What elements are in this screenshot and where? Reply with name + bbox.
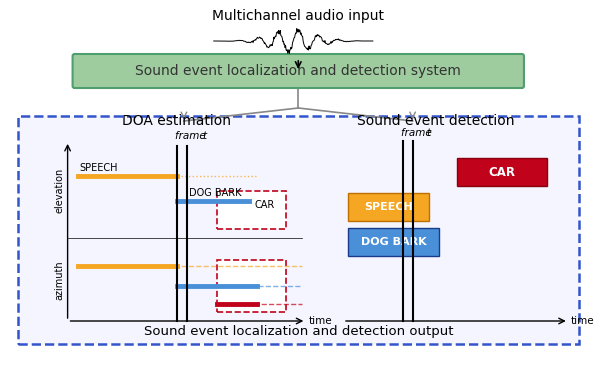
Text: Sound event localization and detection system: Sound event localization and detection s… — [136, 64, 461, 78]
Text: frame: frame — [175, 131, 209, 141]
Text: time: time — [571, 316, 595, 326]
Bar — [457, 158, 547, 186]
Text: azimuth: azimuth — [55, 260, 65, 300]
Bar — [217, 260, 286, 312]
Text: SPEECH: SPEECH — [364, 202, 413, 212]
Bar — [348, 193, 430, 221]
Text: t: t — [203, 131, 207, 141]
Text: time: time — [308, 316, 332, 326]
Bar — [217, 191, 286, 229]
Text: DOG BARK: DOG BARK — [361, 237, 427, 247]
Text: CAR: CAR — [254, 200, 275, 210]
Text: Sound event detection: Sound event detection — [357, 114, 514, 128]
Text: frame: frame — [401, 128, 434, 138]
Text: t: t — [427, 128, 431, 138]
Bar — [348, 228, 439, 256]
Text: elevation: elevation — [55, 168, 65, 213]
Bar — [18, 116, 578, 344]
Text: DOA estimation: DOA estimation — [122, 114, 232, 128]
Text: DOG BARK: DOG BARK — [189, 188, 241, 198]
Text: Sound event localization and detection output: Sound event localization and detection o… — [143, 325, 453, 338]
Text: Multichannel audio input: Multichannel audio input — [212, 9, 384, 23]
Text: CAR: CAR — [488, 166, 515, 178]
Text: SPEECH: SPEECH — [80, 163, 118, 173]
FancyBboxPatch shape — [73, 54, 524, 88]
